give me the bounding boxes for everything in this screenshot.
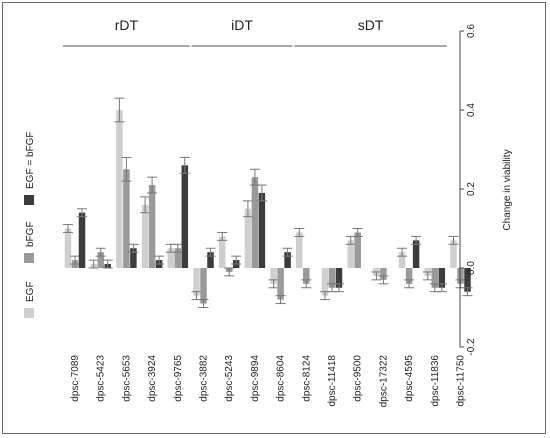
x-tick-label: dpsc-8124 xyxy=(301,355,312,402)
group-label-sDT: sDT xyxy=(358,17,384,33)
bar-dpsc-11836-bFGF xyxy=(431,268,439,288)
x-tick-label: dpsc-11836 xyxy=(430,355,441,407)
bar-dpsc-7089-EGF = bFGF xyxy=(78,212,86,268)
bar-dpsc-9765-EGF = bFGF xyxy=(181,165,189,268)
x-tick-label: dpsc-17322 xyxy=(378,355,389,408)
group-headers: rDT iDT sDT xyxy=(63,17,447,47)
bar-dpsc-9500-EGF xyxy=(347,240,354,268)
y-tick-label: -0.2 xyxy=(466,338,477,356)
legend-label: bFGF xyxy=(25,221,36,247)
bar-dpsc-4595-bFGF xyxy=(405,268,413,284)
chart-frame xyxy=(2,2,546,434)
y-tick-label: 0.2 xyxy=(466,182,477,196)
bar-dpsc-9500-bFGF xyxy=(354,232,361,268)
bar-dpsc-3924-bFGF xyxy=(148,185,156,268)
x-tick-label: dpsc-5653 xyxy=(121,355,132,402)
bar-dpsc-4595-EGF = bFGF xyxy=(412,240,420,268)
x-tick-label: dpsc-3924 xyxy=(147,355,158,402)
x-axis-labels: dpsc-7089 dpsc-5423 dpsc-5653 dpsc-3924 dpsc… xyxy=(70,355,467,408)
bar-dpsc-8124-bFGF xyxy=(303,268,310,284)
bar-dpsc-17322-bFGF xyxy=(380,268,387,280)
y-axis: -0.2 0.0 0.2 0.4 0.6 xyxy=(459,24,477,356)
bar-dpsc-5653-EGF = bFGF xyxy=(130,248,137,268)
bar-dpsc-3882-EGF xyxy=(193,268,200,296)
bar-dpsc-11418-EGF = bFGF xyxy=(335,268,343,288)
bar-dpsc-8604-bFGF xyxy=(277,268,284,300)
x-tick-label: dpsc-7089 xyxy=(70,355,81,402)
bar-dpsc-4595-EGF xyxy=(398,252,406,268)
bar-dpsc-5653-bFGF xyxy=(123,169,130,268)
y-tick-label: 0.0 xyxy=(466,261,477,275)
bar-dpsc-11750-EGF xyxy=(450,240,457,268)
bar-dpsc-11418-bFGF xyxy=(328,268,336,288)
bar-dpsc-7089-EGF xyxy=(64,228,72,268)
bar-dpsc-11836-EGF = bFGF xyxy=(438,268,446,288)
x-tick-label: dpsc-9500 xyxy=(353,355,364,402)
bar-dpsc-8604-EGF = bFGF xyxy=(284,252,291,268)
bar-dpsc-9765-EGF xyxy=(167,248,175,268)
x-tick-label: dpsc-3882 xyxy=(199,355,210,402)
bar-dpsc-8604-EGF xyxy=(270,268,277,284)
group-label-rDT: rDT xyxy=(115,17,139,33)
x-tick-label: dpsc-4595 xyxy=(404,355,415,402)
bar-dpsc-9894-EGF xyxy=(244,208,252,268)
bars-layer xyxy=(63,97,473,308)
legend-label: EGF = bFGF xyxy=(25,131,36,189)
bar-dpsc-5423-bFGF xyxy=(97,252,104,268)
legend: EGF bFGF EGF = bFGF xyxy=(24,131,36,318)
bar-dpsc-11418-EGF xyxy=(321,268,329,296)
x-tick-label: dpsc-9894 xyxy=(250,355,261,402)
x-tick-label: dpsc-5243 xyxy=(224,355,235,402)
y-tick-label: 0.6 xyxy=(466,24,477,38)
bar-dpsc-9894-bFGF xyxy=(251,177,259,268)
bar-dpsc-8124-EGF xyxy=(296,232,303,268)
bar-dpsc-3882-EGF = bFGF xyxy=(207,252,214,268)
x-tick-label: dpsc-9765 xyxy=(173,355,184,402)
bar-dpsc-5653-EGF xyxy=(116,110,123,268)
legend-swatch xyxy=(24,308,34,318)
group-label-iDT: iDT xyxy=(231,17,253,33)
x-tick-label: dpsc-11750 xyxy=(456,355,467,407)
bar-dpsc-5243-EGF xyxy=(218,236,226,268)
y-axis-label: Change in viability xyxy=(502,149,513,230)
bar-dpsc-3882-bFGF xyxy=(200,268,207,304)
x-tick-label: dpsc-5423 xyxy=(96,355,107,402)
x-tick-label: dpsc-8604 xyxy=(276,355,287,402)
bar-dpsc-9894-EGF = bFGF xyxy=(258,192,266,268)
y-tick-label: 0.4 xyxy=(466,103,477,117)
legend-swatch xyxy=(24,195,34,205)
legend-label: EGF xyxy=(25,281,36,302)
bar-dpsc-3924-EGF xyxy=(141,204,149,268)
legend-swatch xyxy=(24,253,34,263)
bar-dpsc-9765-bFGF xyxy=(174,248,182,268)
bar-dpsc-11750-EGF = bFGF xyxy=(464,268,471,292)
x-tick-label: dpsc-11418 xyxy=(327,355,338,407)
